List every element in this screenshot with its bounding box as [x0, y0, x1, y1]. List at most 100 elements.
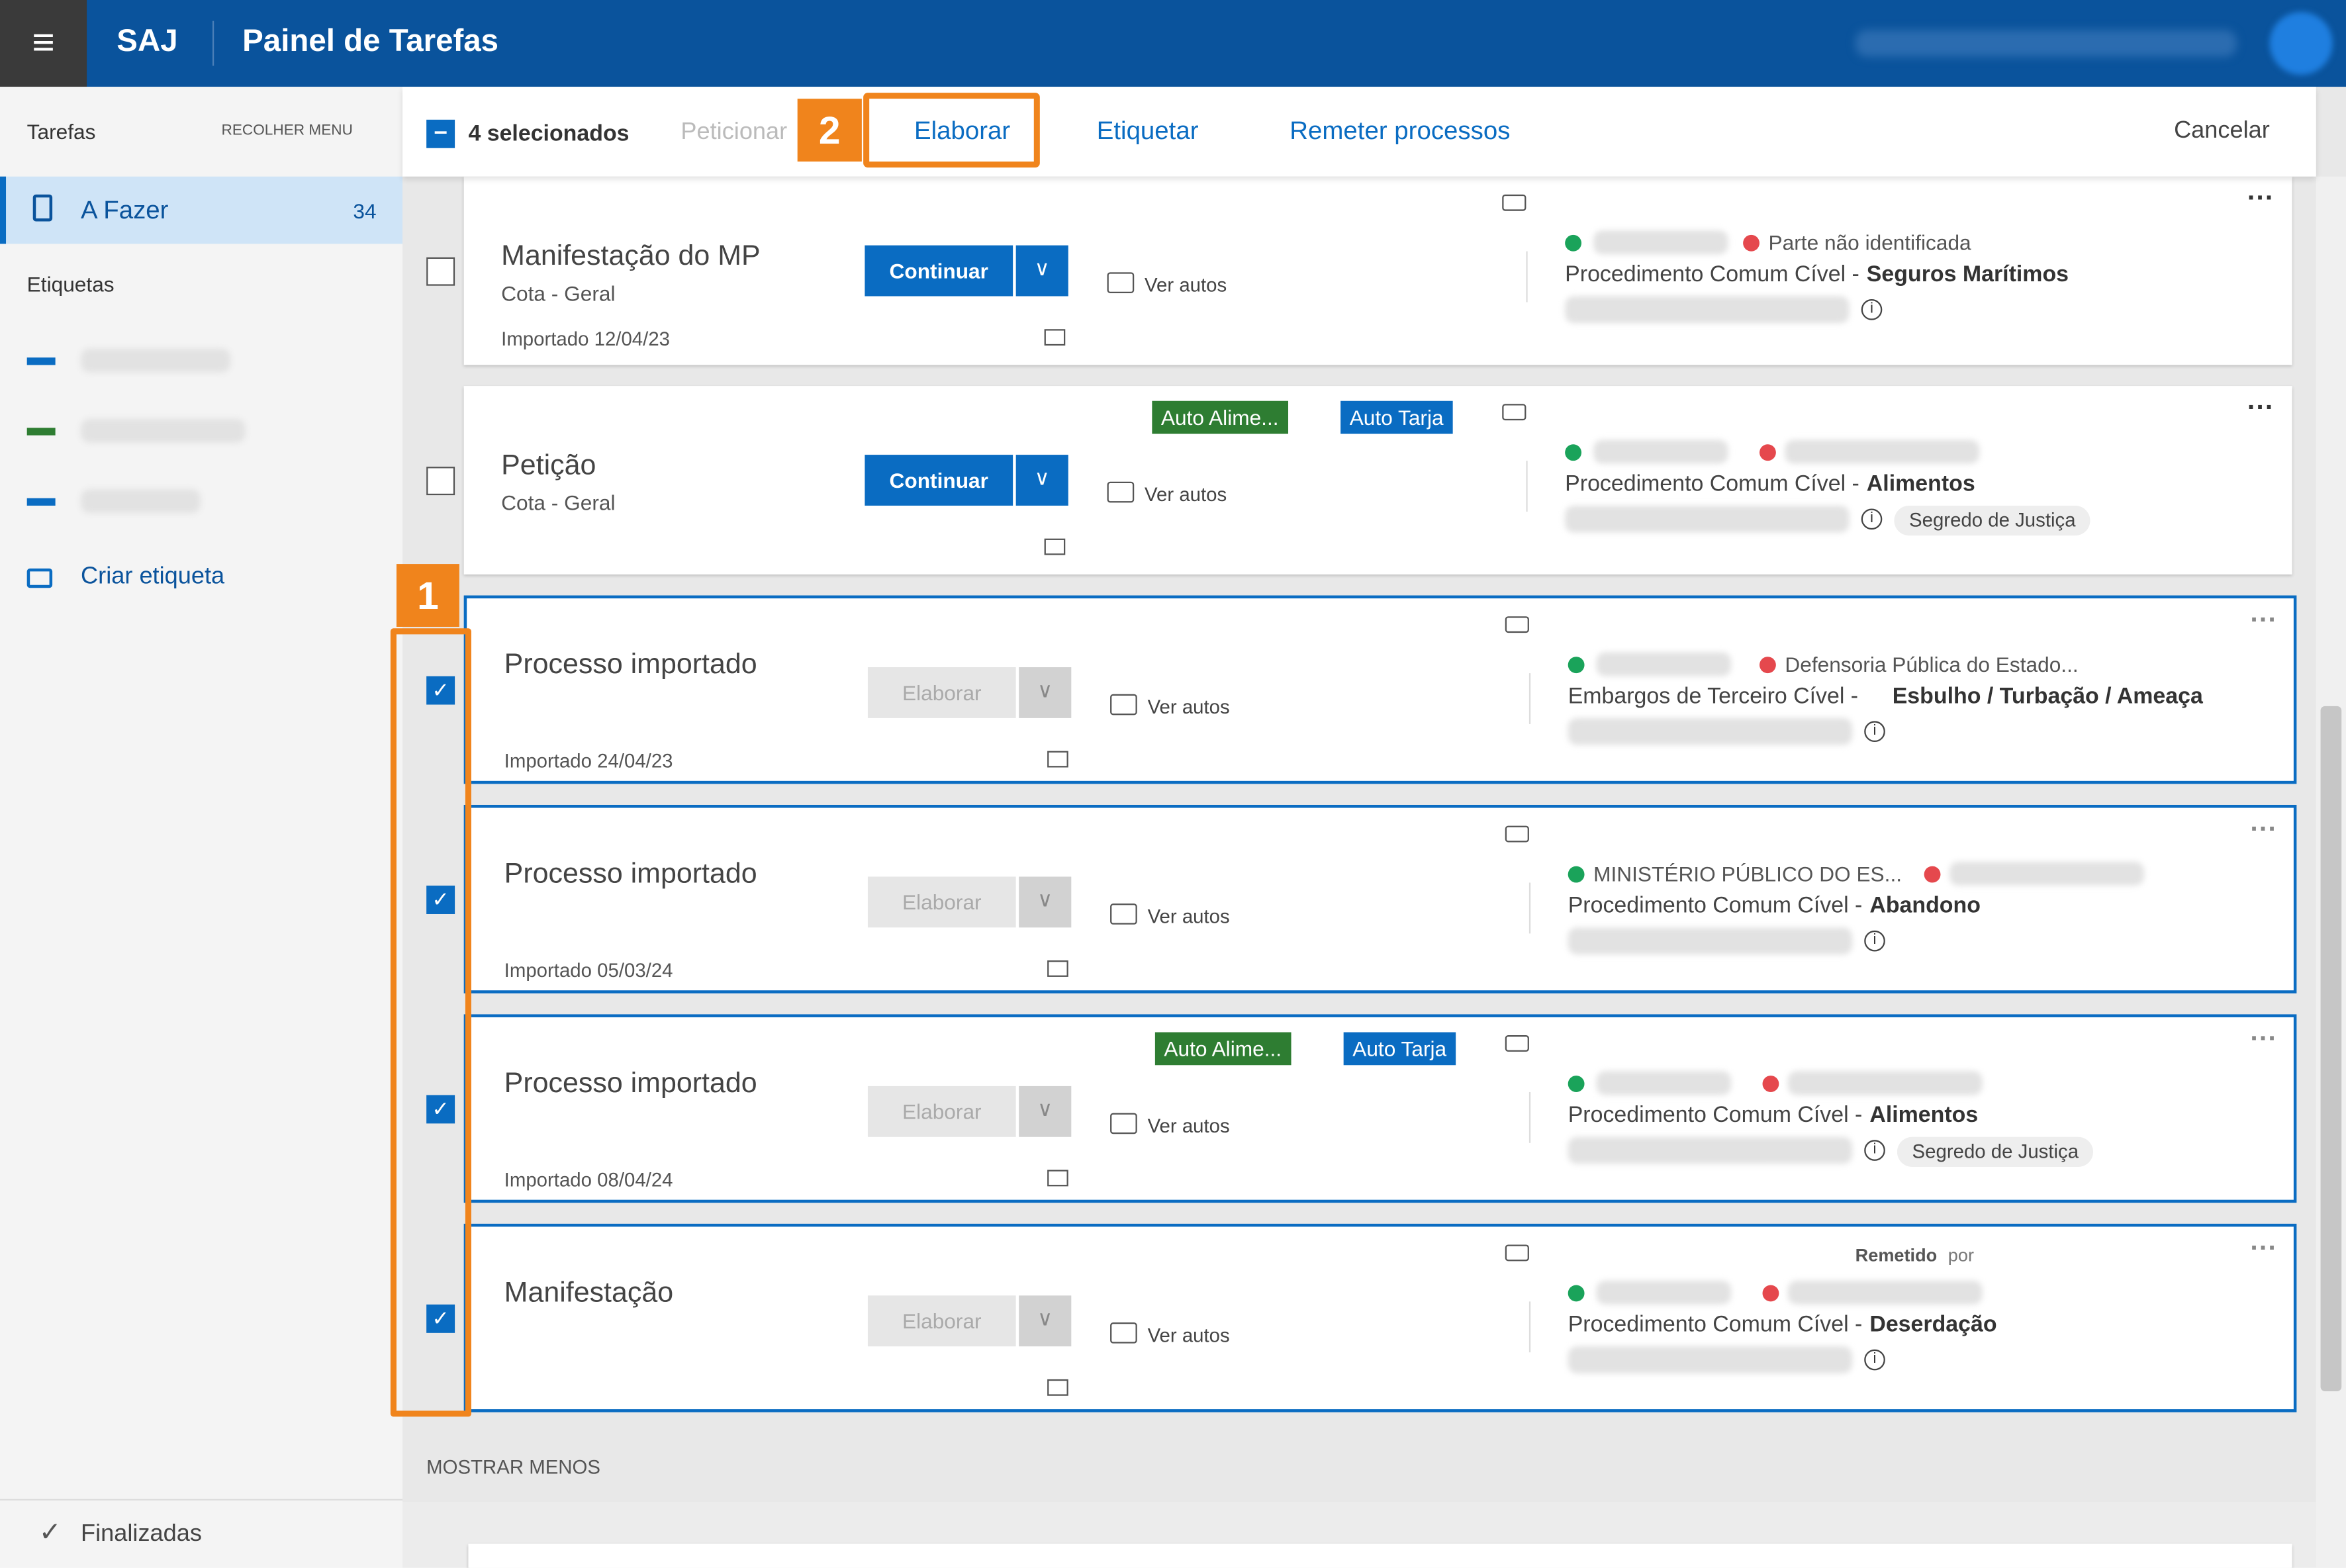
sidebar-title: Tarefas: [26, 119, 96, 144]
case-subject: Alimentos: [1866, 471, 1975, 497]
comment-icon[interactable]: [1047, 1379, 1068, 1396]
checkbox[interactable]: ✓: [426, 676, 455, 705]
party-blur: [1596, 652, 1732, 676]
finished[interactable]: Finalizadas: [81, 1521, 202, 1547]
party-blur: [1787, 1071, 1983, 1095]
menu-button[interactable]: ≡: [0, 0, 87, 87]
action-remeter[interactable]: Remeter processos: [1290, 116, 1511, 146]
label-icon[interactable]: [1505, 616, 1529, 633]
tag-name blur[interactable]: [81, 418, 246, 443]
party-name: MINISTÉRIO PÚBLICO DO ES...: [1593, 861, 1902, 886]
comment-icon[interactable]: [1047, 960, 1068, 977]
folder-icon: [1110, 903, 1137, 925]
view-records[interactable]: Ver autos: [1147, 905, 1230, 928]
label-icon[interactable]: [1502, 194, 1526, 211]
comment-icon[interactable]: [1047, 1170, 1068, 1187]
view-records[interactable]: Ver autos: [1147, 695, 1230, 718]
remetido: Remetido: [1855, 1244, 1938, 1266]
checkbox[interactable]: [426, 467, 455, 496]
tag-color: [26, 428, 56, 436]
tag-chip[interactable]: Auto Alime...: [1154, 1032, 1291, 1066]
separator: [1528, 882, 1531, 934]
comment-icon[interactable]: [1047, 751, 1068, 768]
tag-name blur[interactable]: [81, 348, 231, 373]
view-records[interactable]: Ver autos: [1145, 483, 1227, 506]
next-card: [468, 1544, 2292, 1568]
case-number: [1565, 296, 1850, 324]
case-subject: Abandono: [1869, 893, 1981, 919]
view-records[interactable]: Ver autos: [1147, 1114, 1230, 1137]
more-button[interactable]: ···: [2250, 1232, 2277, 1263]
sidebar-footer: [0, 1499, 402, 1500]
tags-title: Etiquetas: [26, 272, 115, 297]
case-number: [1568, 717, 1853, 745]
action-dropdown: ∨: [1019, 876, 1072, 928]
select-all[interactable]: –: [426, 119, 455, 148]
action-elaborar[interactable]: Elaborar: [914, 116, 1011, 146]
action-button[interactable]: Continuar: [865, 455, 1013, 506]
info-icon[interactable]: i: [1864, 1349, 1885, 1371]
separator: [1528, 1301, 1531, 1353]
separator: [1528, 1091, 1531, 1143]
tag-chip[interactable]: Auto Tarja: [1343, 1032, 1456, 1066]
comment-icon[interactable]: [1044, 538, 1066, 555]
case-subject: Alimentos: [1869, 1102, 1979, 1129]
party-blur: [1949, 861, 2144, 886]
case-number: [1568, 1136, 1853, 1164]
task-date: Importado 12/04/23: [501, 327, 671, 350]
party-minus: [1762, 1076, 1779, 1092]
divider: [212, 21, 214, 66]
action-button: Elaborar: [867, 667, 1016, 718]
info-icon[interactable]: i: [1864, 721, 1885, 743]
label-icon[interactable]: [1505, 825, 1529, 843]
action-button: Elaborar: [867, 1085, 1016, 1137]
user-name: [1855, 30, 2237, 57]
info-icon[interactable]: i: [1861, 299, 1883, 320]
avatar: [2269, 12, 2333, 75]
view-records[interactable]: Ver autos: [1147, 1324, 1230, 1347]
more-button[interactable]: ···: [2250, 604, 2277, 635]
case-subject: Deserdação: [1869, 1312, 1997, 1338]
action-button[interactable]: Continuar: [865, 245, 1013, 297]
more-button[interactable]: ···: [2250, 813, 2277, 844]
action-dropdown[interactable]: ∨: [1015, 455, 1068, 506]
scroll-thumb: [2320, 706, 2342, 1391]
tag-name blur[interactable]: [81, 489, 201, 514]
case-number: [1568, 927, 1853, 955]
tag-chip[interactable]: Auto Tarja: [1340, 400, 1453, 434]
tag-color: [26, 357, 56, 365]
more-button[interactable]: ···: [2247, 182, 2275, 212]
more-button[interactable]: ···: [2247, 392, 2275, 422]
checkbox[interactable]: ✓: [426, 886, 455, 914]
todo-count: 34: [353, 199, 377, 223]
party-plus: [1568, 1285, 1585, 1302]
label-icon[interactable]: [1505, 1244, 1529, 1262]
comment-icon[interactable]: [1044, 329, 1066, 346]
show-less[interactable]: MOSTRAR MENOS: [426, 1455, 601, 1479]
info-icon[interactable]: i: [1861, 508, 1883, 530]
label-icon[interactable]: [1502, 404, 1526, 421]
tag-chip[interactable]: Auto Alime...: [1152, 400, 1288, 434]
task-card: Processo importado Importado 05/03/24 Elab…: [463, 804, 2297, 993]
task-title: Processo importado: [504, 1068, 757, 1100]
checkbox[interactable]: ✓: [426, 1095, 455, 1124]
info-icon[interactable]: i: [1864, 1140, 1885, 1161]
more-button[interactable]: ···: [2250, 1023, 2277, 1054]
task-card: Manifestação do MP Cota - Geral Importado …: [463, 176, 2292, 365]
action-etiquetar[interactable]: Etiquetar: [1096, 116, 1199, 146]
view-records[interactable]: Ver autos: [1145, 273, 1227, 297]
todo-item[interactable]: A Fazer 34: [0, 176, 402, 244]
task-card: Processo importado Importado 08/04/24 Elab…: [463, 1014, 2297, 1203]
info-icon[interactable]: i: [1864, 930, 1885, 952]
checkbox[interactable]: [426, 257, 455, 286]
case-class: Procedimento Comum Cível -: [1568, 893, 1863, 919]
checkbox[interactable]: ✓: [426, 1304, 455, 1333]
action-dropdown[interactable]: ∨: [1015, 245, 1068, 297]
toolbar: –4 selecionados Peticionar Elaborar Etiquet…: [402, 87, 2316, 177]
collapse-menu[interactable]: RECOLHER MENU: [221, 122, 353, 140]
create-tag[interactable]: Criar etiqueta: [81, 564, 225, 590]
cancel[interactable]: Cancelar: [2174, 118, 2270, 144]
label-icon[interactable]: [1505, 1035, 1529, 1052]
task-subtitle: Cota - Geral: [501, 490, 616, 515]
